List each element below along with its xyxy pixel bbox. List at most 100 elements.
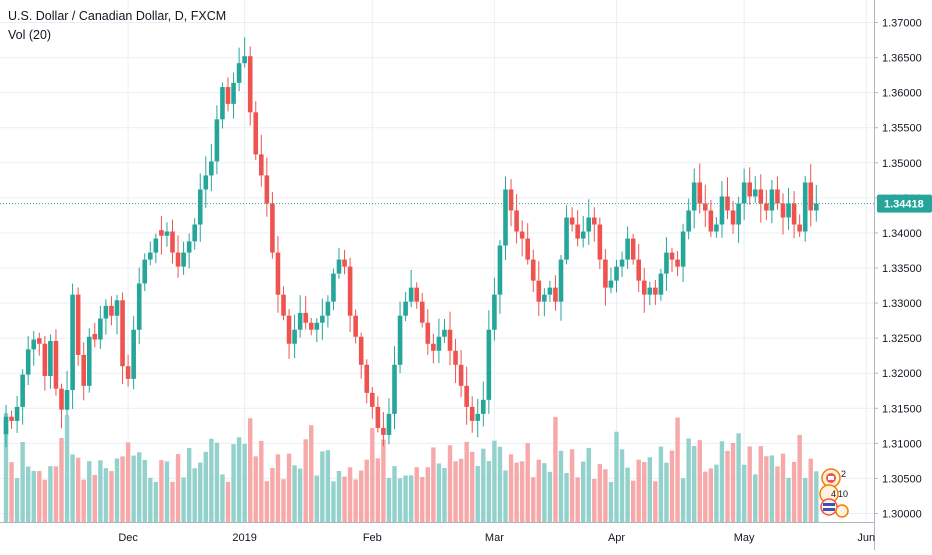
- candle: [586, 199, 592, 245]
- volume-bar: [508, 454, 514, 522]
- candle-body: [747, 182, 752, 197]
- candle-body: [353, 315, 358, 337]
- candle: [347, 257, 353, 333]
- candle-body: [136, 283, 142, 330]
- candle-body: [81, 354, 86, 386]
- candle: [536, 261, 542, 317]
- candle: [308, 317, 314, 336]
- grid: [0, 0, 874, 522]
- candle: [220, 82, 225, 129]
- candle-body: [569, 217, 575, 225]
- candle-body: [503, 189, 508, 246]
- candle-body: [625, 238, 630, 260]
- candle: [325, 295, 331, 328]
- volume-bar: [231, 444, 236, 522]
- volume-bar: [497, 446, 503, 522]
- price-tick-label: 1.36000: [882, 88, 922, 100]
- price-tick-label: 1.30000: [882, 508, 922, 520]
- candle: [641, 267, 647, 313]
- volume-bar: [431, 447, 436, 522]
- time-tick-label: May: [734, 532, 755, 544]
- volume-bar: [42, 479, 48, 522]
- volume-bar: [286, 453, 292, 522]
- candle-body: [530, 259, 536, 281]
- candle-body: [419, 301, 425, 323]
- candle-body: [603, 259, 608, 288]
- candle: [514, 194, 519, 244]
- candle: [320, 298, 325, 340]
- price-tick-label: 1.30500: [882, 473, 922, 485]
- events-count-bottom: 4: [831, 489, 836, 499]
- volume-bar: [730, 442, 736, 522]
- candle: [297, 295, 303, 338]
- volume-bar: [453, 461, 458, 522]
- candle: [31, 330, 37, 366]
- candle: [764, 189, 769, 220]
- candle-body: [558, 259, 564, 302]
- volume-bar: [9, 462, 14, 522]
- volume-bar: [59, 438, 64, 522]
- candle: [48, 334, 53, 389]
- candle-body: [619, 259, 625, 267]
- candle: [741, 168, 747, 220]
- candle: [664, 237, 669, 291]
- candle-body: [20, 374, 25, 407]
- candle-body: [86, 336, 92, 386]
- volume-bar: [281, 479, 286, 522]
- candle-body: [414, 287, 419, 302]
- candle-body: [658, 273, 664, 295]
- volume-bar: [142, 459, 147, 522]
- candle: [14, 395, 20, 433]
- candle-body: [614, 266, 619, 281]
- volume-bar: [192, 468, 197, 522]
- candle: [392, 346, 397, 430]
- candle-body: [686, 210, 691, 232]
- candle: [275, 236, 281, 313]
- candle-body: [703, 203, 708, 211]
- economic-events-icon[interactable]: 2 4 10: [818, 466, 854, 522]
- volume-bar: [336, 470, 342, 522]
- candle-body: [797, 224, 802, 232]
- candle: [569, 207, 575, 232]
- volume-bar: [608, 481, 614, 522]
- candle: [542, 288, 547, 317]
- candle-body: [314, 322, 320, 330]
- candle: [492, 277, 497, 341]
- candle: [580, 215, 586, 248]
- volume-bar: [703, 471, 708, 522]
- volume-bar: [475, 465, 480, 522]
- candle-body: [791, 203, 797, 225]
- candle: [253, 101, 259, 160]
- candle-body: [103, 305, 109, 319]
- candle: [397, 301, 403, 374]
- volume-bar: [26, 466, 31, 522]
- candle-body: [775, 189, 780, 204]
- volume-bar: [625, 467, 630, 522]
- volume-bar: [547, 471, 553, 522]
- chart-title[interactable]: U.S. Dollar / Canadian Dollar, D, FXCM: [8, 9, 227, 23]
- time-tick-label: 2019: [232, 532, 256, 544]
- candle-body: [786, 203, 791, 218]
- candle-body: [153, 238, 159, 253]
- volume-bar: [753, 474, 758, 522]
- price-tick-label: 1.33000: [882, 298, 922, 310]
- candle-body: [59, 388, 64, 410]
- candle: [486, 310, 492, 414]
- volume-bar: [364, 459, 369, 522]
- candle: [508, 179, 514, 227]
- candle: [458, 350, 464, 398]
- price-tick-label: 1.31000: [882, 438, 922, 450]
- candle: [264, 157, 270, 217]
- candle-body: [630, 238, 636, 260]
- candle: [625, 226, 630, 269]
- volume-bar: [680, 478, 686, 522]
- candle-body: [719, 196, 725, 225]
- volume-indicator-label[interactable]: Vol (20): [8, 28, 52, 42]
- candle: [697, 163, 703, 214]
- volume-bar: [758, 446, 763, 522]
- candle: [20, 369, 25, 425]
- candle: [125, 354, 131, 387]
- candle: [442, 319, 447, 343]
